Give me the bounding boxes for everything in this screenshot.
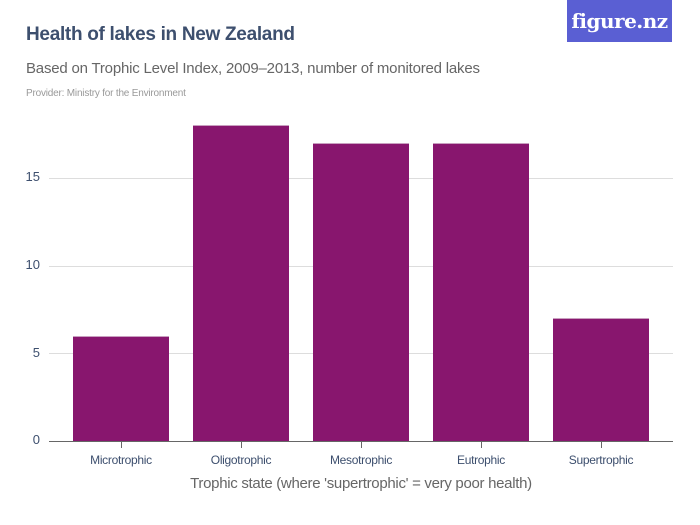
x-tick — [601, 442, 602, 448]
x-label-eutrophic: Eutrophic — [457, 453, 505, 467]
y-tick-label: 5 — [32, 345, 40, 360]
page-title: Health of lakes in New Zealand — [26, 24, 295, 45]
y-tick-label: 15 — [25, 169, 40, 184]
x-axis-title: Trophic state (where 'supertrophic' = ve… — [190, 475, 532, 492]
bar-mesotrophic — [313, 142, 409, 441]
x-tick — [481, 442, 482, 448]
x-axis-line — [49, 441, 673, 442]
x-label-oligotrophic: Oligotrophic — [210, 453, 272, 467]
bar-oligotrophic — [193, 125, 289, 441]
x-label-microtrophic: Microtrophic — [90, 453, 152, 467]
figure-nz-logo[interactable]: figure.nz — [567, 0, 672, 42]
y-tick-label: 10 — [25, 257, 40, 272]
x-label-supertrophic: Supertrophic — [568, 453, 634, 467]
x-tick — [361, 442, 362, 448]
y-tick-label: 0 — [32, 432, 40, 447]
bar-microtrophic — [73, 335, 169, 441]
bar-supertrophic — [553, 318, 649, 441]
chart-subtitle: Based on Trophic Level Index, 2009–2013,… — [26, 60, 480, 77]
x-tick — [121, 442, 122, 448]
x-label-mesotrophic: Mesotrophic — [329, 453, 393, 467]
data-provider: Provider: Ministry for the Environment — [26, 88, 186, 99]
bar-eutrophic — [433, 142, 529, 441]
x-tick — [241, 442, 242, 448]
